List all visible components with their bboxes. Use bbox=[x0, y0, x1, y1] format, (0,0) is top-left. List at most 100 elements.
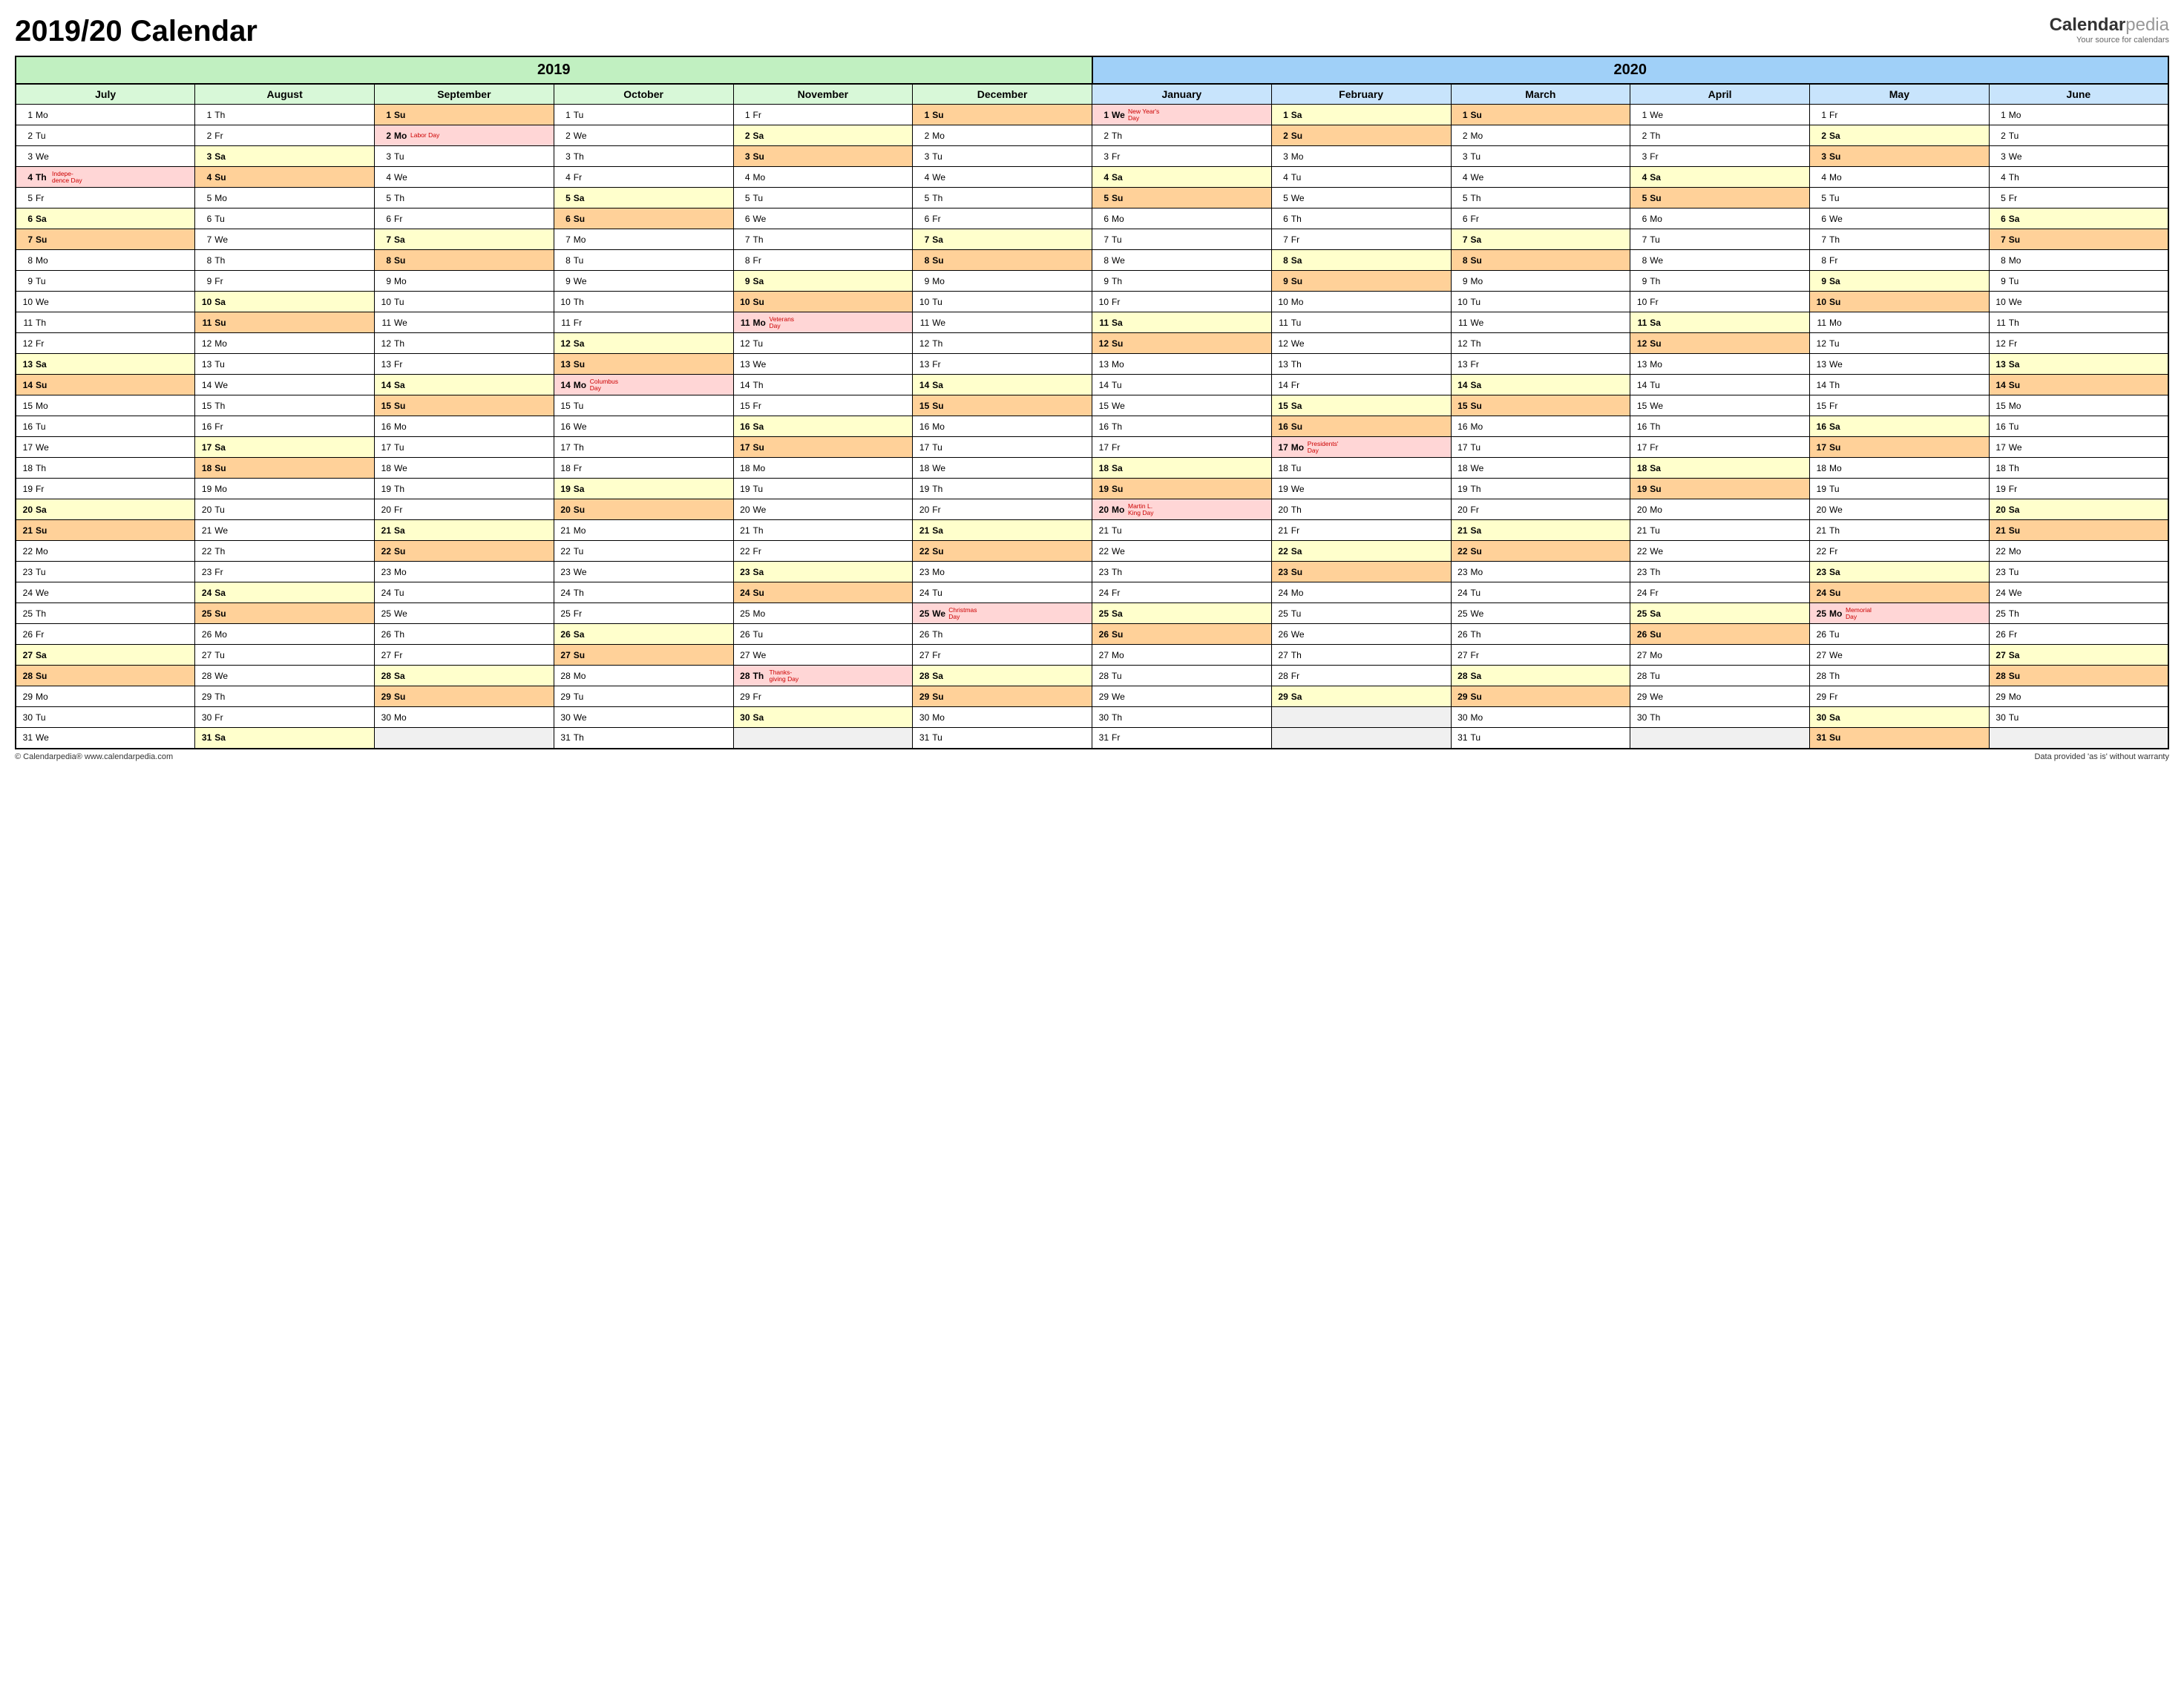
day-number: 12 bbox=[198, 338, 211, 349]
day-cell: 18We bbox=[1451, 458, 1630, 479]
day-dow: Th bbox=[33, 318, 50, 328]
day-number: 6 bbox=[916, 214, 929, 224]
day-dow: Tu bbox=[929, 151, 947, 162]
day-dow: Th bbox=[33, 608, 50, 619]
day-cell: 12Fr bbox=[16, 333, 195, 354]
day-dow: Th bbox=[1288, 650, 1306, 660]
day-number: 6 bbox=[19, 214, 33, 224]
day-dow: Sa bbox=[1468, 234, 1486, 245]
day-number: 17 bbox=[378, 442, 391, 453]
day-dow: Fr bbox=[1647, 588, 1665, 598]
day-cell: 29We bbox=[1092, 686, 1272, 707]
day-number: 12 bbox=[1993, 338, 2006, 349]
day-dow: Th bbox=[929, 338, 947, 349]
day-cell: 14Tu bbox=[1092, 375, 1272, 395]
day-dow: Mo bbox=[1288, 297, 1306, 307]
day-number: 29 bbox=[737, 692, 750, 702]
day-number: 11 bbox=[1813, 318, 1826, 328]
day-dow: Tu bbox=[1826, 484, 1844, 494]
day-number: 4 bbox=[19, 172, 33, 183]
day-dow: We bbox=[391, 172, 409, 183]
day-cell: 22Th bbox=[195, 541, 375, 562]
holiday-label: ColumbusDay bbox=[588, 378, 730, 392]
day-number: 10 bbox=[916, 297, 929, 307]
day-number: 7 bbox=[1813, 234, 1826, 245]
day-cell: 11Sa bbox=[1630, 312, 1810, 333]
day-dow: We bbox=[1288, 338, 1306, 349]
day-number: 22 bbox=[1455, 546, 1468, 556]
day-cell: 15We bbox=[1092, 395, 1272, 416]
day-dow: Sa bbox=[1826, 421, 1844, 432]
day-cell: 18Sa bbox=[1630, 458, 1810, 479]
day-cell: 14Th bbox=[1810, 375, 1990, 395]
day-dow: We bbox=[211, 234, 229, 245]
day-cell: 19Su bbox=[1630, 479, 1810, 499]
day-dow: Th bbox=[571, 297, 588, 307]
day-dow: Th bbox=[1826, 234, 1844, 245]
day-number: 8 bbox=[1993, 255, 2006, 266]
day-number: 18 bbox=[198, 463, 211, 473]
day-dow: Fr bbox=[33, 629, 50, 640]
day-cell: 4Fr bbox=[554, 167, 733, 188]
day-dow: Th bbox=[2006, 318, 2024, 328]
day-number: 22 bbox=[378, 546, 391, 556]
day-cell: 4ThIndepe-dence Day bbox=[16, 167, 195, 188]
day-cell: 14Su bbox=[16, 375, 195, 395]
day-dow: Fr bbox=[1826, 110, 1844, 120]
day-dow: Th bbox=[391, 193, 409, 203]
day-number: 15 bbox=[378, 401, 391, 411]
day-cell: 8Su bbox=[375, 250, 554, 271]
day-number: 1 bbox=[19, 110, 33, 120]
day-cell: 24Fr bbox=[1092, 582, 1272, 603]
day-dow: Th bbox=[750, 380, 768, 390]
day-number: 5 bbox=[1993, 193, 2006, 203]
day-number: 10 bbox=[19, 297, 33, 307]
day-dow: Sa bbox=[1826, 131, 1844, 141]
day-number: 24 bbox=[737, 588, 750, 598]
day-number: 17 bbox=[1633, 442, 1647, 453]
day-dow: Fr bbox=[1826, 692, 1844, 702]
day-number: 23 bbox=[916, 567, 929, 577]
day-cell: 21Mo bbox=[554, 520, 733, 541]
day-cell: 19Fr bbox=[1989, 479, 2168, 499]
day-cell: 6Mo bbox=[1630, 208, 1810, 229]
day-number: 18 bbox=[1993, 463, 2006, 473]
day-cell bbox=[1630, 728, 1810, 749]
day-dow: Tu bbox=[1109, 380, 1127, 390]
day-cell: 6Fr bbox=[375, 208, 554, 229]
day-cell: 4Tu bbox=[1271, 167, 1451, 188]
day-number: 13 bbox=[19, 359, 33, 370]
day-dow: Mo bbox=[1826, 463, 1844, 473]
day-number: 9 bbox=[1455, 276, 1468, 286]
day-dow: Fr bbox=[1109, 151, 1127, 162]
day-number: 19 bbox=[19, 484, 33, 494]
day-number: 16 bbox=[1275, 421, 1288, 432]
day-dow: Th bbox=[1288, 359, 1306, 370]
day-number: 25 bbox=[19, 608, 33, 619]
day-dow: Su bbox=[1826, 297, 1844, 307]
month-header: November bbox=[733, 84, 913, 105]
day-number: 17 bbox=[1993, 442, 2006, 453]
day-dow: Su bbox=[571, 650, 588, 660]
day-cell: 18We bbox=[913, 458, 1092, 479]
day-number: 10 bbox=[378, 297, 391, 307]
day-dow: We bbox=[1647, 110, 1665, 120]
day-dow: Fr bbox=[1826, 546, 1844, 556]
day-dow: Sa bbox=[2006, 650, 2024, 660]
day-cell: 16Sa bbox=[1810, 416, 1990, 437]
day-number: 3 bbox=[198, 151, 211, 162]
day-cell: 10Tu bbox=[913, 292, 1092, 312]
day-cell: 13Sa bbox=[1989, 354, 2168, 375]
day-dow: Fr bbox=[2006, 338, 2024, 349]
day-cell: 19Tu bbox=[733, 479, 913, 499]
day-cell: 15Tu bbox=[554, 395, 733, 416]
day-cell: 9Tu bbox=[1989, 271, 2168, 292]
day-number: 13 bbox=[1813, 359, 1826, 370]
day-cell: 28Sa bbox=[913, 666, 1092, 686]
day-number: 27 bbox=[557, 650, 571, 660]
day-cell: 11We bbox=[913, 312, 1092, 333]
day-dow: We bbox=[1647, 692, 1665, 702]
day-cell: 29Th bbox=[195, 686, 375, 707]
day-number: 3 bbox=[1993, 151, 2006, 162]
day-cell: 6Su bbox=[554, 208, 733, 229]
